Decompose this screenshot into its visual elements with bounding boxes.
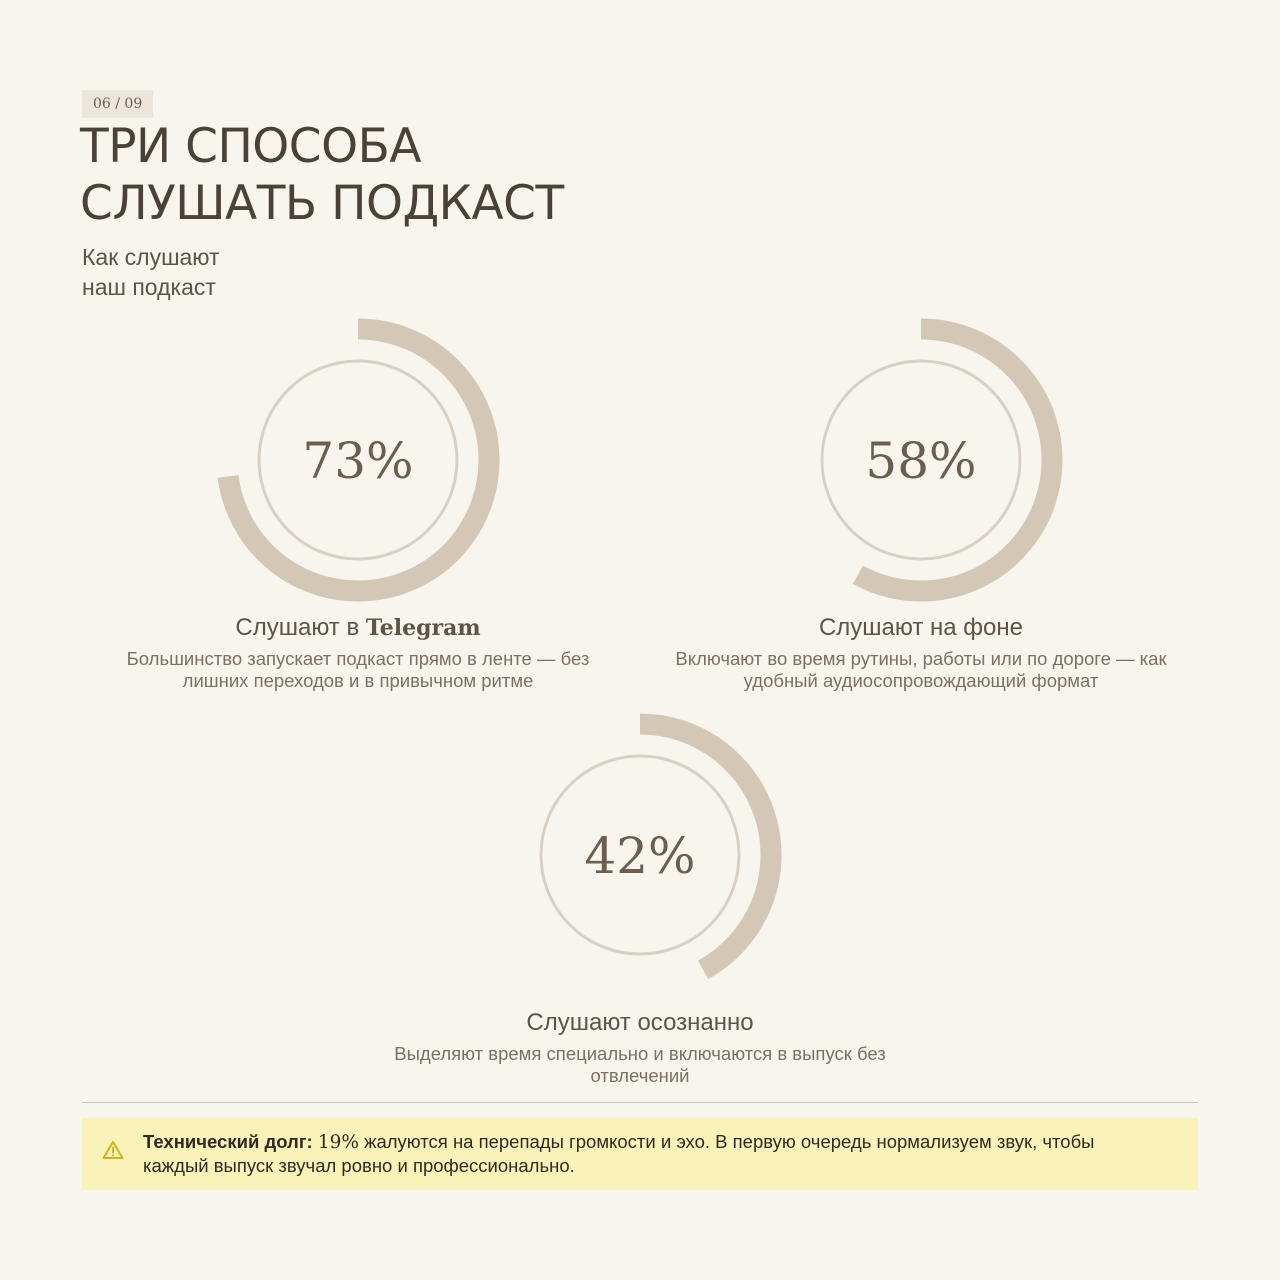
donut-chart-background: 58% bbox=[820, 318, 1063, 602]
donut-chart-telegram: 73% bbox=[217, 318, 500, 602]
value-label-background: 58% bbox=[865, 432, 976, 490]
arc-background bbox=[852, 318, 1063, 602]
page-counter: 06 / 09 bbox=[82, 90, 154, 118]
series-label-prefix: Слушают в bbox=[235, 614, 366, 641]
brand-name: Telegram bbox=[365, 615, 481, 641]
donut-chart-conscious: 42% bbox=[539, 713, 782, 979]
callout-body: жалуются на перепады громкости и эхо. В … bbox=[143, 1131, 1095, 1176]
description-telegram: Большинство запускает подкаст прямо в ле… bbox=[126, 648, 590, 691]
page-title: ТРИ СПОСОБА СЛУШАТЬ ПОДКАСТ bbox=[80, 118, 564, 232]
arc-conscious bbox=[639, 713, 782, 979]
callout-value: 19% bbox=[317, 1132, 359, 1153]
divider bbox=[82, 1102, 1198, 1103]
inner-ring bbox=[257, 359, 459, 561]
callout-text: Технический долг: 19% жалуются на перепа… bbox=[143, 1130, 1158, 1177]
subtitle-line-2: наш подкаст bbox=[82, 274, 216, 300]
description-background: Включают во время рутины, работы или по … bbox=[675, 648, 1167, 691]
tech-debt-callout: Технический долг: 19% жалуются на перепа… bbox=[82, 1118, 1198, 1190]
page-subtitle: Как слушают наш подкаст bbox=[82, 242, 220, 302]
value-label-conscious: 42% bbox=[584, 827, 695, 885]
callout-title: Технический долг: bbox=[143, 1131, 313, 1152]
title-line-2: СЛУШАТЬ ПОДКАСТ bbox=[80, 176, 564, 231]
inner-ring bbox=[820, 359, 1022, 561]
series-label-background: Слушают на фоне bbox=[818, 614, 1024, 641]
inner-ring bbox=[539, 754, 741, 956]
description-conscious: Выделяют время специально и включаются в… bbox=[394, 1043, 886, 1086]
series-label-conscious: Слушают осознанно bbox=[526, 1009, 754, 1036]
warning-icon bbox=[102, 1141, 124, 1159]
title-line-1: ТРИ СПОСОБА bbox=[80, 119, 422, 174]
value-label-telegram: 73% bbox=[302, 432, 413, 490]
arc-telegram bbox=[217, 318, 500, 602]
series-label-telegram: Слушают в Telegram bbox=[158, 613, 558, 643]
subtitle-line-1: Как слушают bbox=[82, 244, 220, 270]
